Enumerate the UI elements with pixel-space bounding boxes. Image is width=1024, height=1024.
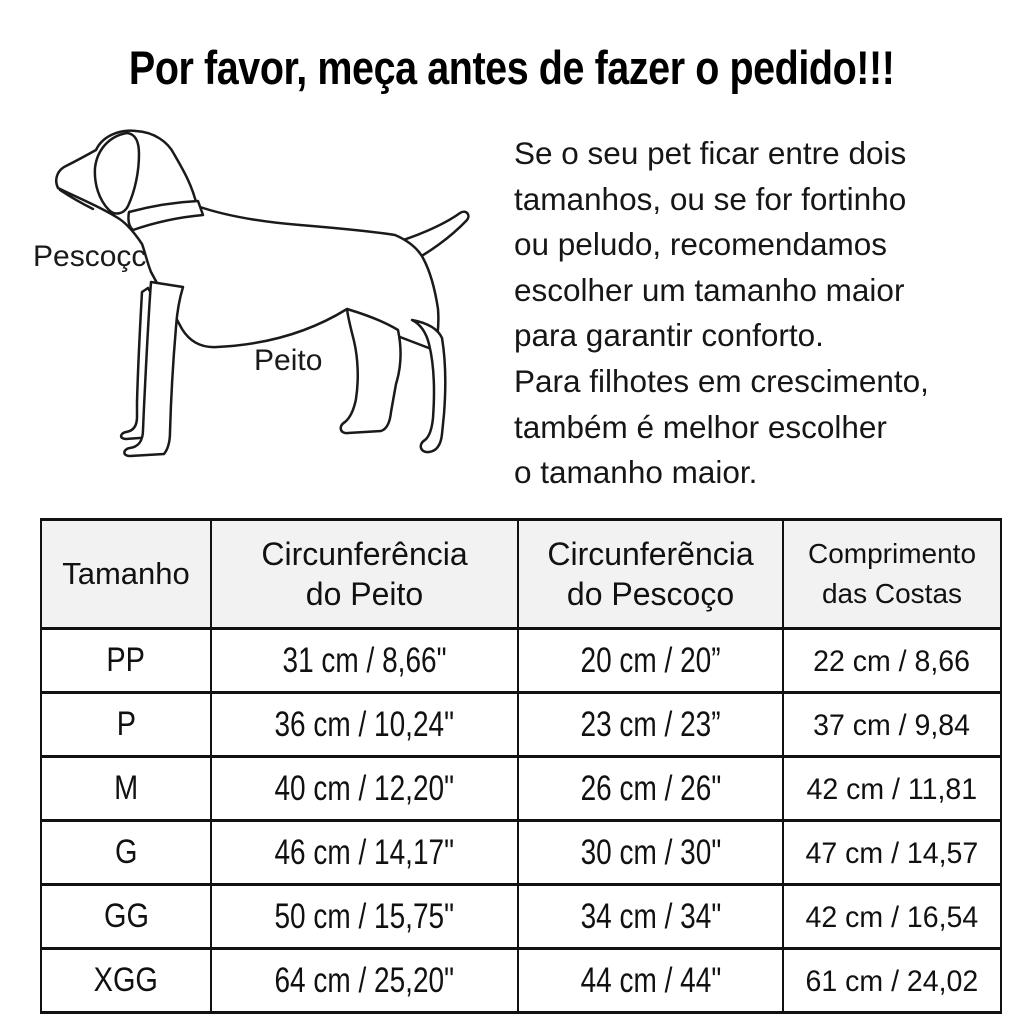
chest-cell: 46 cm / 14,17" xyxy=(210,819,519,886)
back-cell: 61 cm / 24,02 xyxy=(782,947,1002,1014)
neck-cell: 44 cm / 44" xyxy=(517,947,784,1014)
note-line: tamanhos, ou se for fortinho xyxy=(514,180,907,217)
chest-label: Peito xyxy=(254,344,323,377)
header-comprimento-costas: Comprimento das Costas xyxy=(782,518,1002,630)
size-cell: M xyxy=(40,755,212,822)
neck-cell: 34 cm / 34" xyxy=(517,883,784,950)
dog-body xyxy=(55,129,440,352)
size-cell: GG xyxy=(40,883,212,950)
dog-ear xyxy=(93,131,141,215)
header-circunferencia-pescoco: Circunferẽncia do Pescoço xyxy=(517,518,784,630)
back-cell: 42 cm / 16,54 xyxy=(782,883,1002,950)
back-cell: 22 cm / 8,66 xyxy=(782,627,1002,694)
table-row: P 36 cm / 10,24" 23 cm / 23” 37 cm / 9,8… xyxy=(40,691,1002,758)
dog-collar-band xyxy=(127,199,205,232)
back-cell: 42 cm / 11,81 xyxy=(782,755,1002,822)
size-cell: PP xyxy=(40,627,212,694)
header-row: Tamanho Circunferência do Peito Circunfe… xyxy=(40,518,1002,630)
dog-near-front-leg xyxy=(123,280,185,458)
page-title: Por favor, meça antes de fazer o pedido!… xyxy=(129,41,895,94)
table-row: GG 50 cm / 15,75" 34 cm / 34" 42 cm / 16… xyxy=(40,883,1002,950)
chest-cell: 64 cm / 25,20" xyxy=(210,947,519,1014)
chest-cell: 36 cm / 10,24" xyxy=(210,691,519,758)
back-cell: 47 cm / 14,57 xyxy=(782,819,1002,886)
table-row: PP 31 cm / 8,66" 20 cm / 20” 22 cm / 8,6… xyxy=(40,627,1002,694)
header-tamanho: Tamanho xyxy=(40,518,212,630)
note-line: Se o seu pet ficar entre dois xyxy=(514,135,907,171)
note-line: o tamanho maior. xyxy=(514,454,758,491)
note-line: ou peludo, recomendamos xyxy=(514,226,887,263)
table-row: XGG 64 cm / 25,20" 44 cm / 44" 61 cm / 2… xyxy=(40,947,1002,1014)
table-row: M 40 cm / 12,20" 26 cm / 26" 42 cm / 11,… xyxy=(40,755,1002,822)
size-chart-table: Tamanho Circunferência do Peito Circunfe… xyxy=(40,518,1002,1014)
note-line: para garantir conforto. xyxy=(514,317,824,354)
size-cell: XGG xyxy=(40,947,212,1014)
note-line: também é melhor escolher xyxy=(514,408,887,445)
sizing-advice-text: Se o seu pet ficar entre dois tamanhos, … xyxy=(514,131,1014,496)
size-cell: P xyxy=(40,691,212,758)
neck-cell: 26 cm / 26" xyxy=(517,755,784,822)
dog-far-rear-leg xyxy=(410,318,447,454)
dog-near-rear-leg xyxy=(339,307,402,435)
header-circunferencia-peito: Circunferência do Peito xyxy=(210,518,519,630)
chest-cell: 40 cm / 12,20" xyxy=(210,755,519,822)
chest-cell: 50 cm / 15,75" xyxy=(210,883,519,950)
neck-cell: 30 cm / 30" xyxy=(517,819,784,886)
note-line: Para filhotes em crescimento, xyxy=(514,362,929,399)
neck-label: Pescoçc xyxy=(33,240,147,273)
chest-cell: 31 cm / 8,66" xyxy=(210,627,519,694)
note-line: escolher um tamanho maior xyxy=(514,271,905,308)
dog-measurement-diagram: Pescoçc Peito xyxy=(30,122,482,488)
back-cell: 37 cm / 9,84 xyxy=(782,691,1002,758)
dog-outline-illustration xyxy=(55,129,470,458)
size-cell: G xyxy=(40,819,212,886)
dog-mouth-line xyxy=(58,188,95,211)
neck-cell: 20 cm / 20” xyxy=(517,627,784,694)
table-row: G 46 cm / 14,17" 30 cm / 30" 47 cm / 14,… xyxy=(40,819,1002,886)
neck-cell: 23 cm / 23” xyxy=(517,691,784,758)
